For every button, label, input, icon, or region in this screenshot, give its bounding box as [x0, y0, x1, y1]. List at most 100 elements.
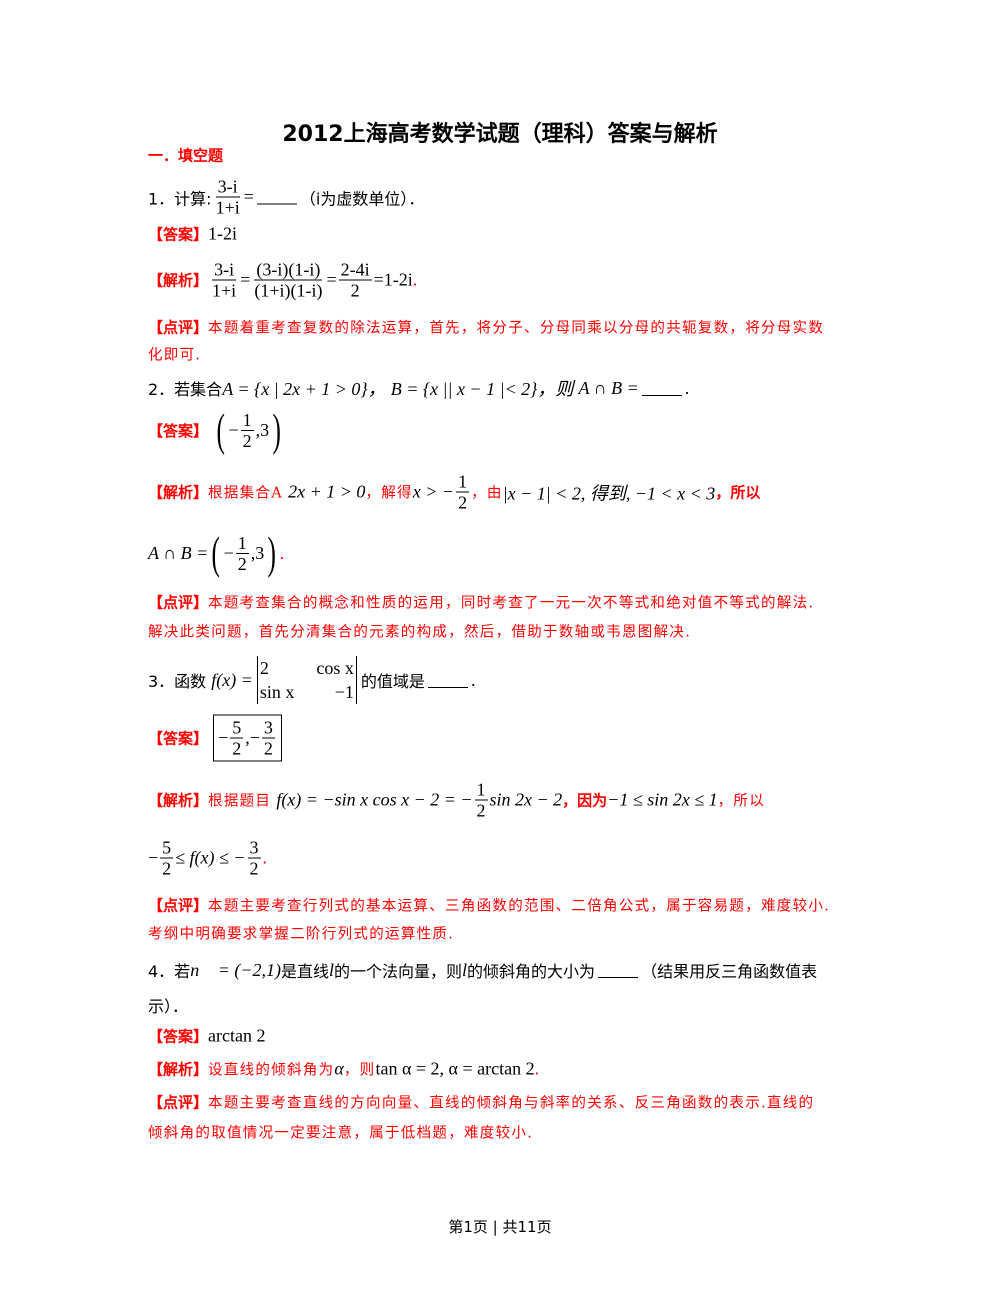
q-text: 的值域是 [360, 672, 425, 691]
determinant: 2 cos x sin x −1 [256, 656, 357, 704]
answer-value: ,3 [255, 419, 270, 440]
math: n⃗ = (−2,1) [190, 959, 281, 980]
comment-text: 考纲中明确要求掌握二阶行列式的运算性质. [148, 926, 455, 943]
page-title: 2012上海高考数学试题（理科）答案与解析 [282, 122, 718, 147]
q-text: 的一个法向量，则 [334, 962, 463, 981]
math: ≤ f(x) ≤ − [175, 847, 246, 868]
set-a: A = {x | 2x + 1 > 0}， [222, 379, 386, 399]
period: . [684, 377, 690, 398]
minus: − [148, 847, 159, 868]
left-paren: ( [216, 404, 225, 455]
analysis-tag: 【解析】 [148, 791, 209, 810]
comment-4: 【点评】 本题主要考查直线的方向向量、直线的倾斜角与斜率的关系、反三角函数的表示… [148, 1092, 814, 1113]
answer-blank [256, 190, 297, 205]
math: f(x) = −sin x cos x − 2 = − [276, 789, 473, 810]
q-text: （结果用反三角函数值表 [641, 962, 818, 981]
minus: − [228, 419, 239, 440]
analysis-tag: 【解析】 [148, 1060, 209, 1079]
fraction: (3-i)(1-i) (1+i)(1-i) [254, 259, 323, 301]
answer-4: 【答案】 arctan 2 [148, 1026, 265, 1047]
text: 根据题目 [208, 793, 272, 810]
math: x > − [412, 481, 455, 502]
comment-text: 本题主要考查行列式的基本运算、三角函数的范围、二倍角公式，属于容易题，难度较小. [208, 898, 831, 915]
math: sin 2x − 2 [489, 789, 563, 810]
set-b: B = {x || x − 1 |< 2}，则 [390, 379, 574, 399]
math: tan α = 2, α = arctan 2 [375, 1058, 535, 1079]
text: 根据集合A [208, 485, 283, 502]
q-text: 示）． [148, 997, 189, 1016]
analysis-tag: 【解析】 [148, 483, 209, 502]
comment-tag: 【点评】 [148, 593, 209, 612]
math: −1 ≤ sin 2x ≤ 1 [607, 789, 718, 810]
q-text: 的倾斜角的大小为 [467, 962, 596, 981]
answer-1: 【答案】 1-2i [148, 224, 237, 245]
fraction: 3-i 1+i [212, 259, 237, 301]
analysis-1: 【解析】 3-i 1+i = (3-i)(1-i) (1+i)(1-i) = 2-4… [148, 260, 417, 301]
comment-3: 【点评】 本题主要考查行列式的基本运算、三角函数的范围、二倍角公式，属于容易题，… [148, 895, 830, 916]
section-heading: 一．填空题 [148, 146, 224, 165]
comment-2: 【点评】 本题考查集合的概念和性质的运用，同时考查了一元一次不等式和绝对值不等式… [148, 592, 814, 613]
text: 设直线的倾斜角为 [208, 1062, 335, 1079]
answer-value: 1-2i [208, 223, 238, 244]
period: . [470, 669, 476, 690]
q-number: 4．若 [148, 962, 191, 981]
text: ，所以 [717, 793, 765, 810]
q-text: （i为虚数单位）． [299, 189, 425, 208]
math: f(x) = [211, 669, 253, 690]
left-paren: ( [211, 527, 221, 578]
comment-text: 本题主要考查直线的方向向量、直线的倾斜角与斜率的关系、反三角函数的表示.直线的 [208, 1095, 815, 1112]
math: α [334, 1058, 344, 1079]
right-paren: ) [267, 527, 277, 578]
answer-tag: 【答案】 [148, 225, 209, 244]
comment-text: 倾斜角的取值情况一定要注意，属于低档题，难度较小. [148, 1125, 534, 1142]
question-2: 2．若集合 A = {x | 2x + 1 > 0}， B = {x || x … [148, 375, 689, 401]
comment-text: 本题考查集合的概念和性质的运用，同时考查了一元一次不等式和绝对值不等式的解法. [208, 595, 815, 612]
analysis-4: 【解析】 设直线的倾斜角为 α ，则 tan α = 2, α = arctan… [148, 1059, 539, 1080]
equals: = [243, 186, 254, 207]
right-paren: ) [272, 404, 281, 455]
math: |x − 1| < 2, 得到, −1 < x < 3 [502, 483, 716, 503]
period: . [534, 1058, 540, 1079]
comment-tag: 【点评】 [148, 1093, 209, 1112]
comment-text: 本题着重考查复数的除法运算，首先，将分子、分母同乘以分母的共轭复数，将分母实数 [208, 320, 825, 337]
period: . [262, 847, 268, 868]
intersection: A ∩ B = [578, 377, 639, 398]
page-footer: 第1页 | 共11页 [448, 1218, 552, 1236]
comment-tag: 【点评】 [148, 896, 209, 915]
fraction: 2-4i 2 [338, 259, 372, 301]
q-number: 1．计算: [148, 189, 212, 208]
math: ,3 [250, 542, 265, 563]
text: ，所以 [715, 483, 761, 502]
minus: − [223, 542, 234, 563]
text: ，由 [471, 485, 503, 502]
math: A ∩ B = [148, 542, 209, 563]
question-1: 1．计算: 3-i 1+i = （i为虚数单位）． [148, 177, 424, 218]
math: 2x + 1 > 0 [288, 481, 366, 502]
text: ，因为 [562, 791, 608, 810]
text: ，解得 [365, 485, 413, 502]
period: . [412, 269, 418, 290]
q-number: 3．函数 [148, 672, 207, 691]
q-text: 是直线 [280, 962, 329, 981]
analysis-tag: 【解析】 [148, 271, 209, 290]
answer-tag: 【答案】 [148, 1027, 209, 1046]
comment-tag: 【点评】 [148, 318, 209, 337]
answer-blank [427, 673, 468, 688]
equals: = [240, 269, 251, 290]
answer-tag: 【答案】 [148, 729, 209, 748]
math: l [462, 959, 468, 980]
result: =1-2i [373, 269, 413, 290]
